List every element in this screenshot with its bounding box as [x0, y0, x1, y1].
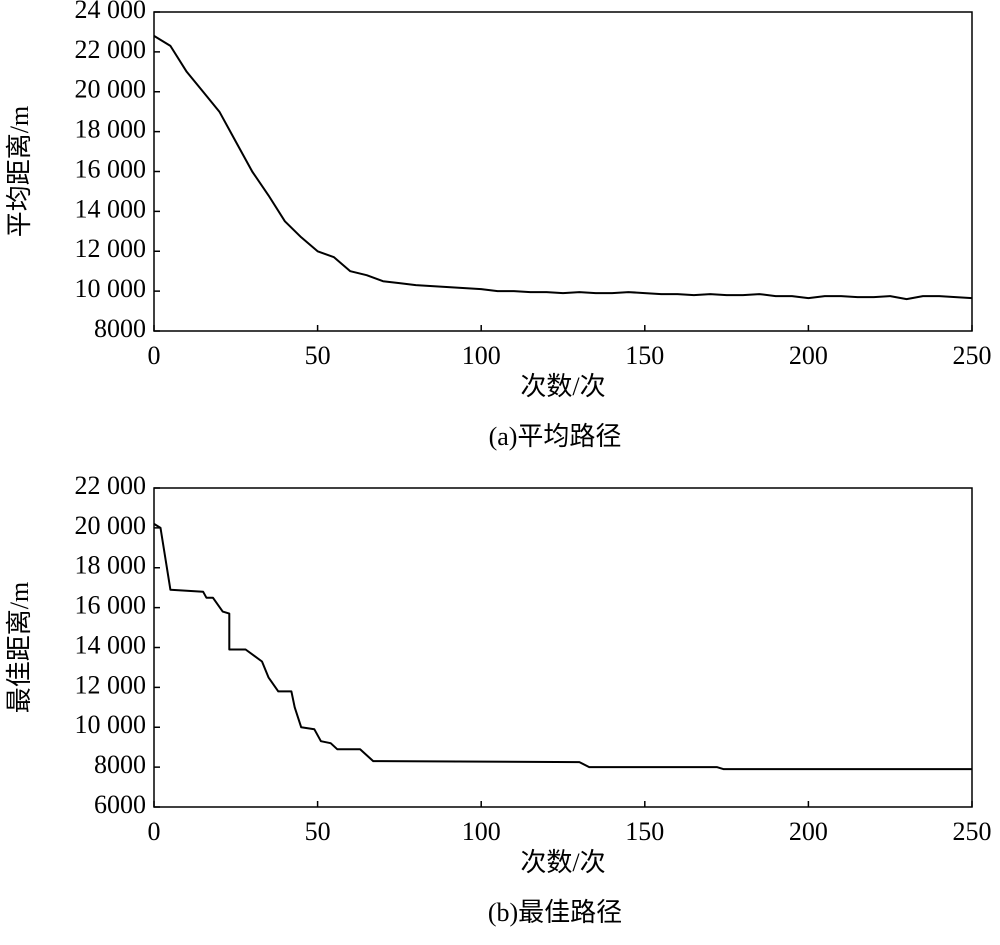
x-tick-label: 250: [953, 341, 992, 370]
y-axis-title: 最佳距离/m: [5, 582, 34, 713]
y-tick-label: 6000: [94, 790, 146, 819]
x-axis-title: 次数/次: [520, 372, 605, 401]
y-tick-label: 20 000: [75, 511, 147, 540]
plot-frame: [153, 487, 973, 808]
y-tick-label: 12 000: [75, 234, 147, 263]
y-tick-label: 14 000: [75, 630, 147, 659]
y-tick-label: 10 000: [75, 274, 147, 303]
data-line: [153, 523, 972, 771]
y-tick-label: 18 000: [75, 115, 147, 144]
y-tick-label: 22 000: [75, 471, 147, 500]
x-tick-label: 200: [789, 341, 828, 370]
data-line: [153, 35, 973, 301]
y-tick-label: 10 000: [75, 710, 147, 739]
caption: (a)平均路径: [489, 422, 622, 451]
x-tick-label: 150: [625, 341, 664, 370]
y-tick-label: 18 000: [75, 551, 147, 580]
y-tick-label: 16 000: [75, 154, 147, 183]
x-axis-title: 次数/次: [520, 848, 605, 877]
x-tick-label: 50: [305, 817, 331, 846]
x-tick-label: 100: [462, 341, 501, 370]
x-tick-label: 50: [305, 341, 331, 370]
y-tick-label: 22 000: [75, 35, 147, 64]
x-tick-label: 0: [148, 341, 161, 370]
y-tick-label: 8000: [94, 314, 146, 343]
x-tick-label: 100: [462, 817, 501, 846]
x-tick-label: 0: [148, 817, 161, 846]
y-tick-label: 20 000: [75, 75, 147, 104]
x-tick-label: 150: [625, 817, 664, 846]
y-tick-label: 12 000: [75, 670, 147, 699]
x-tick-label: 250: [953, 817, 992, 846]
plot-frame: [153, 11, 973, 332]
y-tick-label: 8000: [94, 750, 146, 779]
y-axis-title: 平均距离/m: [5, 106, 34, 237]
x-tick-label: 200: [789, 817, 828, 846]
y-tick-label: 14 000: [75, 194, 147, 223]
y-tick-label: 16 000: [75, 591, 147, 620]
y-tick-label: 24 000: [75, 0, 147, 24]
caption: (b)最佳路径: [488, 898, 622, 927]
